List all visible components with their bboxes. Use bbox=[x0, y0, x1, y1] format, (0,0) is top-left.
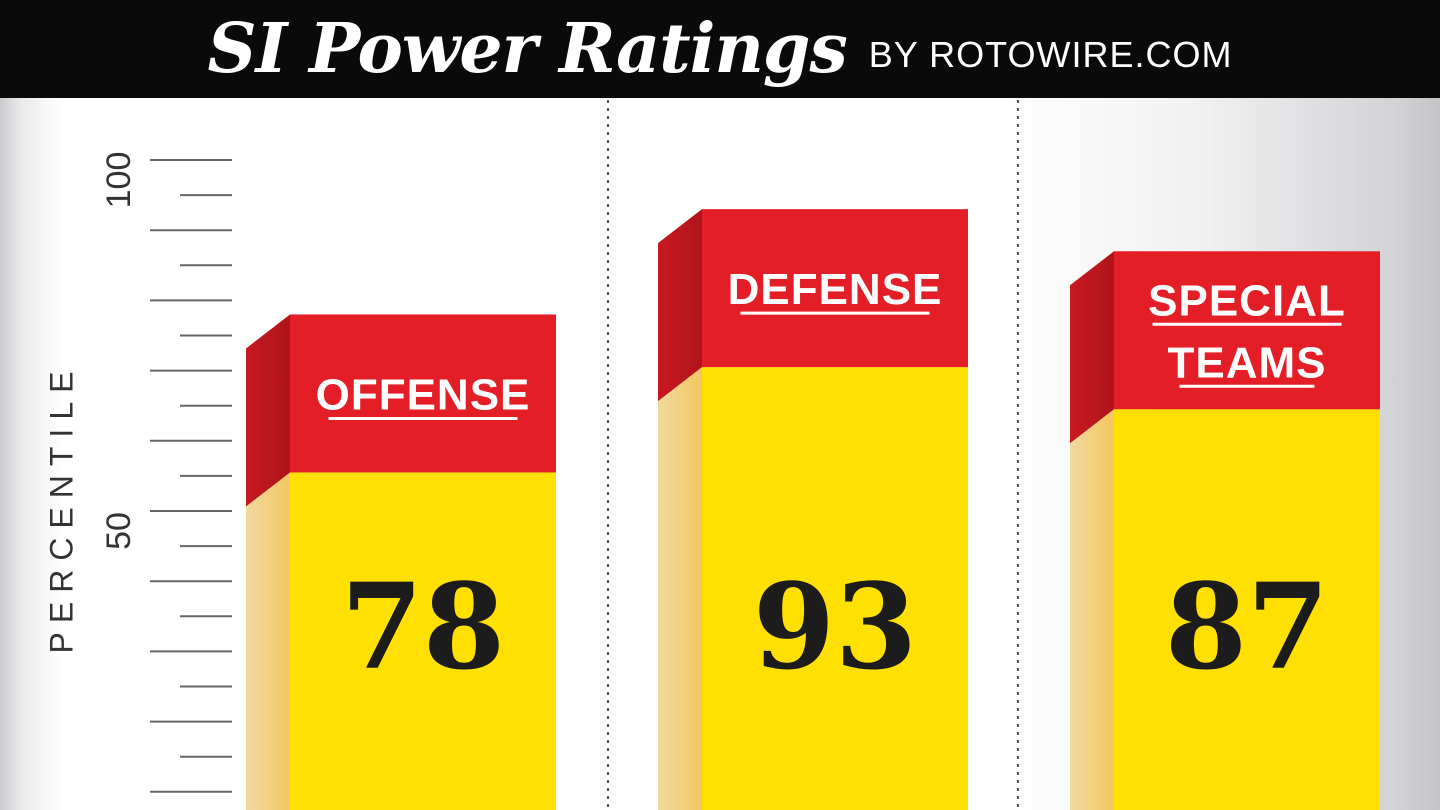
y-tick-label: 100 bbox=[100, 152, 138, 209]
bar-value-label: 93 bbox=[753, 557, 917, 696]
y-axis-ticks: 50 100 bbox=[100, 152, 232, 793]
bar-body bbox=[1114, 409, 1380, 810]
bar-side bbox=[658, 367, 702, 810]
chart-byline: BY ROTOWIRE.COM bbox=[868, 34, 1233, 75]
bar-category-label: OFFENSE bbox=[316, 370, 531, 419]
bar-cap-side bbox=[246, 314, 290, 507]
bar-defense: DEFENSE 93 bbox=[658, 209, 968, 810]
bar-category-label: SPECIAL bbox=[1148, 276, 1346, 325]
y-tick-label: 50 bbox=[100, 512, 138, 550]
bar-cap bbox=[702, 209, 968, 368]
bar-offense: OFFENSE 78 bbox=[246, 314, 556, 810]
bar-side bbox=[1070, 409, 1114, 810]
bars: OFFENSE 78 DEFENSE 93 SPECIAL TEAMS 87 bbox=[246, 209, 1380, 810]
y-axis-label: PERCENTILE bbox=[43, 362, 80, 654]
chart-header: SI Power Ratings BY ROTOWIRE.COM bbox=[0, 0, 1440, 98]
bar-body bbox=[702, 367, 968, 810]
bar-value-label: 87 bbox=[1165, 557, 1329, 696]
bar-value-label: 78 bbox=[341, 557, 505, 696]
chart-title: SI Power Ratings bbox=[207, 9, 848, 89]
bar-cap bbox=[290, 314, 556, 473]
bar-category-label: DEFENSE bbox=[728, 265, 943, 314]
bar-category-label: TEAMS bbox=[1168, 338, 1327, 387]
bar-side bbox=[246, 472, 290, 810]
bar-special-teams: SPECIAL TEAMS 87 bbox=[1070, 251, 1380, 810]
bar-cap-side bbox=[658, 209, 702, 402]
bar-cap-side bbox=[1070, 251, 1114, 444]
bar-body bbox=[290, 472, 556, 810]
bar-cap bbox=[1114, 251, 1380, 410]
